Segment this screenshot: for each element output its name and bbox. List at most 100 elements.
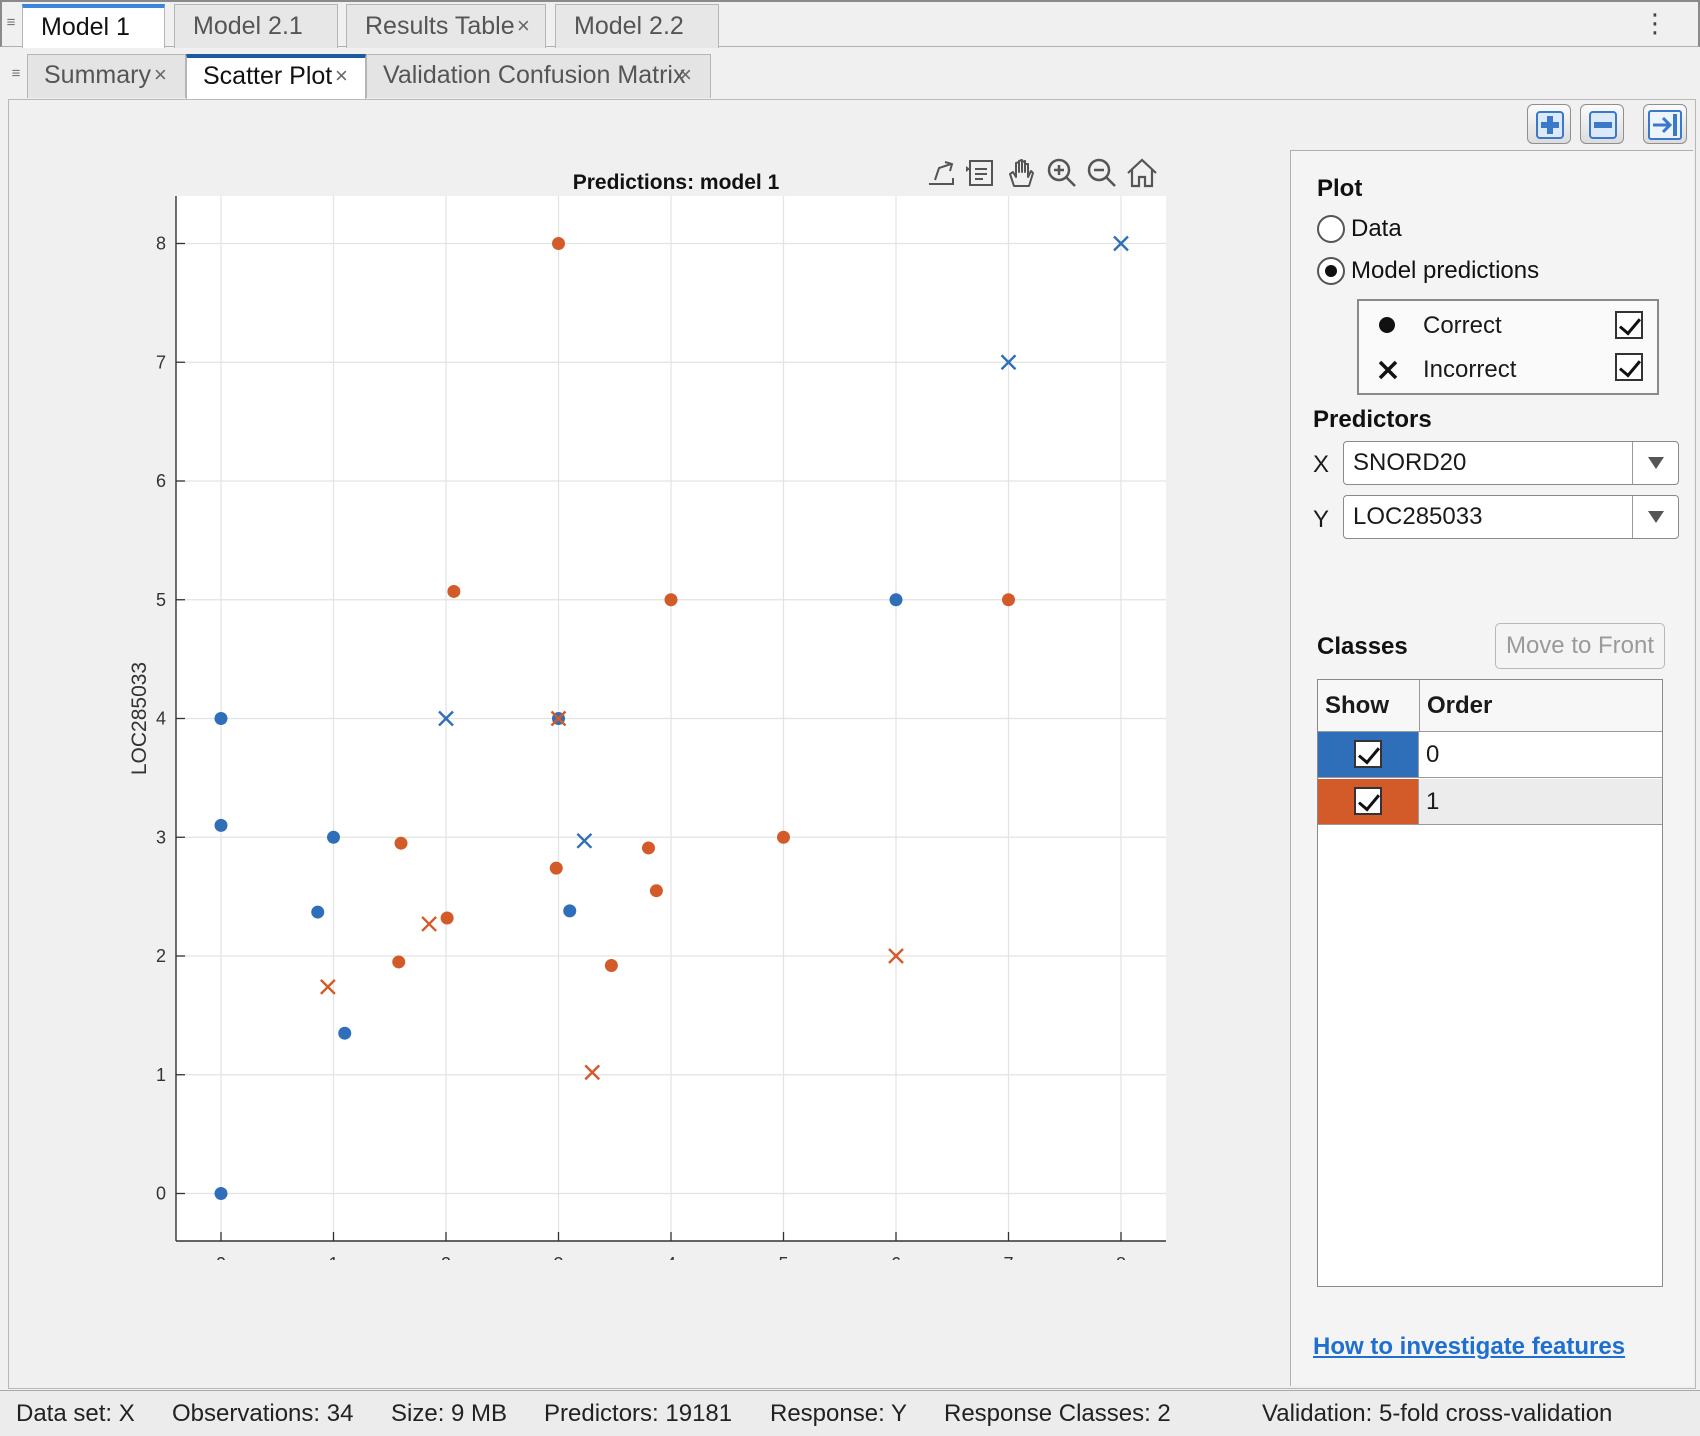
data-point-class-1-correct — [440, 911, 454, 925]
show-class-checkbox[interactable] — [1354, 787, 1382, 815]
prediction-marker-legend: Correct Incorrect — [1357, 299, 1659, 395]
show-column-header[interactable]: Show — [1318, 680, 1420, 732]
chart-title: Predictions: model 1 — [573, 171, 780, 194]
data-point-class-1-correct — [604, 959, 618, 972]
chevron-down-icon[interactable] — [1632, 496, 1678, 538]
data-point-class-1-incorrect — [421, 916, 437, 932]
close-icon[interactable]: × — [154, 62, 167, 87]
data-point-class-1-correct — [642, 841, 655, 855]
y-predictor-dropdown[interactable]: LOC285033 — [1343, 495, 1679, 539]
data-point-class-1-correct — [392, 955, 406, 969]
zoom-out-minus-button[interactable] — [1580, 104, 1624, 144]
status-response-classes: Response Classes: 2 — [944, 1400, 1171, 1427]
y-tick-label: 2 — [156, 946, 166, 966]
x-tick-label: 5 — [778, 1254, 788, 1260]
data-point-class-0-incorrect — [576, 832, 593, 849]
model-predictions-radio[interactable]: Model predictions — [1317, 255, 1539, 287]
tab-label: Model 2.1 — [193, 12, 303, 40]
chevron-down-icon[interactable] — [1632, 442, 1678, 484]
how-to-investigate-link[interactable]: How to investigate features — [1313, 1333, 1626, 1360]
data-point-class-0-correct — [214, 818, 228, 832]
y-tick-label: 0 — [156, 1184, 166, 1204]
move-to-front-button[interactable]: Move to Front — [1495, 623, 1665, 669]
filled-dot-icon — [1379, 317, 1395, 333]
data-point-class-1-incorrect — [584, 1064, 601, 1081]
close-icon[interactable]: × — [679, 62, 692, 87]
x-tick-label: 0 — [216, 1254, 226, 1260]
x-tick-label: 2 — [441, 1254, 451, 1260]
data-point-class-0-correct — [214, 712, 228, 725]
tab-label: Validation Confusion Matrix — [383, 61, 686, 89]
data-point-class-0-correct — [338, 1026, 352, 1040]
data-point-class-1-correct — [664, 593, 678, 607]
close-icon[interactable]: × — [517, 13, 530, 38]
pan-hand-icon[interactable] — [1005, 155, 1039, 191]
data-point-class-0-correct — [327, 830, 340, 844]
dock-panel-button[interactable] — [1643, 104, 1687, 144]
close-icon[interactable]: × — [335, 63, 348, 88]
plot-tab-bar: ≡ Summary × Scatter Plot × Validation Co… — [0, 48, 1700, 100]
table-row[interactable]: 1 — [1318, 779, 1662, 825]
status-bar: Data set: X Observations: 34 Size: 9 MB … — [0, 1390, 1700, 1436]
tab-summary[interactable]: Summary × — [27, 54, 186, 98]
tab-results-table[interactable]: Results Table × — [346, 4, 546, 48]
data-radio-label: Data — [1351, 215, 1402, 242]
x-tick-label: 7 — [1003, 1254, 1013, 1260]
scatter-chart[interactable]: 012345678012345678Predictions: model 1SN… — [0, 150, 1250, 1260]
tab-grip-icon[interactable]: ≡ — [11, 65, 21, 82]
x-cross-icon — [1378, 360, 1398, 380]
data-tips-icon[interactable] — [965, 155, 999, 191]
data-point-class-1-correct — [649, 884, 663, 898]
tab-model-2-1[interactable]: Model 2.1 — [174, 4, 338, 48]
data-point-class-1-correct — [447, 584, 461, 598]
tab-grip-icon[interactable]: ≡ — [6, 14, 16, 31]
zoom-in-icon[interactable] — [1045, 155, 1079, 191]
export-icon[interactable] — [925, 155, 959, 191]
y-tick-label: 4 — [156, 709, 166, 729]
show-class-checkbox[interactable] — [1354, 740, 1382, 768]
status-predictors: Predictors: 19181 — [544, 1400, 733, 1427]
legend-correct-label: Correct — [1423, 312, 1502, 339]
restore-view-home-icon[interactable] — [1125, 155, 1159, 191]
document-tab-bar: ≡ Model 1 Model 2.1 Results Table × Mode… — [0, 0, 1700, 50]
tab-label: Results Table — [365, 12, 515, 40]
x-predictor-dropdown[interactable]: SNORD20 — [1343, 441, 1679, 485]
x-tick-label: 1 — [328, 1254, 338, 1260]
order-column-header[interactable]: Order — [1420, 680, 1662, 732]
predictors-heading: Predictors — [1313, 406, 1432, 433]
tab-validation-confusion-matrix[interactable]: Validation Confusion Matrix × — [366, 54, 711, 98]
minus-icon — [1589, 111, 1617, 139]
tab-model-2-2[interactable]: Model 2.2 — [555, 4, 719, 48]
y-tick-label: 1 — [156, 1065, 166, 1085]
data-point-class-1-incorrect — [888, 948, 904, 964]
legend-incorrect-row: Incorrect — [1359, 349, 1659, 395]
incorrect-checkbox[interactable] — [1615, 353, 1643, 381]
more-options-icon[interactable]: ⋮ — [1642, 8, 1668, 38]
x-predictor-value: SNORD20 — [1353, 449, 1467, 476]
status-dataset: Data set: X — [16, 1400, 135, 1427]
data-point-class-0-incorrect — [1000, 354, 1017, 371]
x-predictor-label: X — [1313, 451, 1330, 478]
data-point-class-0-correct — [889, 593, 903, 607]
tab-label: Summary — [44, 61, 151, 89]
tab-scatter-plot[interactable]: Scatter Plot × — [186, 54, 366, 100]
legend-incorrect-label: Incorrect — [1423, 356, 1517, 383]
correct-checkbox[interactable] — [1615, 311, 1643, 339]
plot-heading: Plot — [1317, 175, 1363, 202]
zoom-out-icon[interactable] — [1085, 155, 1119, 191]
radio-button-icon[interactable] — [1317, 215, 1345, 243]
zoom-in-plus-button[interactable] — [1527, 104, 1571, 144]
y-tick-label: 6 — [156, 471, 166, 491]
table-row[interactable]: 0 — [1318, 732, 1662, 778]
class-order-cell: 0 — [1426, 741, 1440, 768]
y-predictor-value: LOC285033 — [1353, 503, 1483, 530]
tab-label: Model 1 — [41, 13, 130, 41]
tab-model-1[interactable]: Model 1 — [22, 4, 165, 50]
x-tick-label: 3 — [553, 1254, 563, 1260]
axes-toolbar — [925, 155, 1159, 195]
radio-button-selected-icon[interactable] — [1317, 257, 1345, 285]
data-point-class-1-incorrect — [320, 979, 336, 995]
data-point-class-1-correct — [549, 861, 563, 875]
data-point-class-0-incorrect — [438, 710, 454, 727]
data-radio[interactable]: Data — [1317, 213, 1402, 245]
